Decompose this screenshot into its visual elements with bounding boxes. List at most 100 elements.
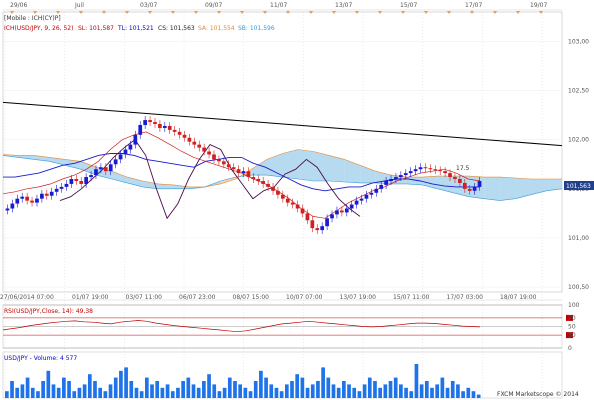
candle [413,165,418,176]
volume-bar [259,370,263,398]
candle-body [295,204,300,209]
candle [335,206,339,219]
rsi-level-tag [566,314,573,321]
candle [153,118,157,128]
cloud-segment [65,159,81,170]
candle-body [79,180,84,184]
cloud-segment [484,177,500,201]
cloud-segment [437,176,454,193]
candle [344,204,349,217]
candle-body [300,208,305,214]
volume-bar [196,387,201,398]
candle-body [280,194,285,199]
volume-bar [103,391,108,398]
event-marker [309,11,313,14]
candle [364,190,369,203]
volume-bar [279,391,284,398]
event-marker [194,11,198,14]
kijun-line [3,153,480,192]
candle-body [256,179,261,181]
candle-body [35,198,39,203]
legend-tl: TL: 101,521 [117,25,154,32]
candle [462,179,467,193]
volume-bar [243,387,248,398]
candle-body [315,228,320,231]
candle [133,130,138,149]
rsi-level-label: 70 [568,315,576,322]
event-marker [447,11,451,14]
volume-bar [10,381,14,398]
last-price-tag: 101,563 [564,181,594,190]
candle-body [192,141,197,145]
top-date-label: 29/06 [10,2,27,9]
candle [217,155,221,166]
candle-body [271,186,275,191]
candle [54,184,59,196]
candle-body [394,177,398,180]
price-tick: 101,00 [568,235,589,242]
candle-body [84,177,88,184]
candle [143,116,148,129]
volume-bar [227,377,232,398]
candle [310,216,315,233]
volume-bar [466,387,471,398]
candle-body [305,213,310,221]
candle-body [197,144,202,148]
candle [74,175,79,185]
candle-body [15,198,20,204]
event-marker [217,11,221,14]
candle [99,163,103,174]
volume-bar [414,364,419,398]
legend-sb: SB: 101,596 [238,25,275,32]
candle [162,122,167,132]
candle [472,182,477,195]
candle [246,167,251,181]
candle [418,163,423,174]
watermark: FXCM Marketscope © 2014 [497,391,579,398]
candle-body [408,171,413,174]
candle-body [231,167,236,170]
cloud-segment [360,165,376,183]
candle-body [133,134,138,145]
annotation-label: 17.5 [456,165,470,172]
volume-bar [62,377,66,398]
candle-body [290,202,295,205]
volume-bar [310,384,315,398]
event-marker [263,11,267,14]
legend-ich: ICH(USD/JPY, 9, 26, 52) [4,25,73,32]
time-label: 01/07 19:00 [72,294,109,301]
candle-body [113,159,118,165]
volume-bar [51,384,56,398]
candle-body [158,124,162,128]
cloud-segment [34,155,50,162]
candle [64,180,69,191]
time-label: 17/07 03:00 [447,294,484,301]
volume-bar [155,381,160,398]
candle [158,120,162,132]
candle [285,194,290,207]
volume-bar [165,384,170,398]
candle [330,210,334,223]
candle-body [428,168,433,170]
candle-body [44,193,49,196]
volume-bar [435,384,440,398]
legend-cs: CS: 101,563 [158,25,195,32]
legend-sa: SA: 101,554 [198,25,235,32]
volume-bar [290,381,294,398]
volume-bar [108,384,113,398]
volume-bar [67,381,71,398]
volume-bar [150,384,154,398]
candle-body [207,151,211,155]
volume-bar [264,377,268,398]
volume-bar [352,387,357,398]
volume-bar [461,391,465,398]
cloud-segment [282,149,299,180]
candle-body [5,208,10,211]
candle [177,127,182,139]
candle [453,173,457,183]
candle-body [251,177,256,180]
rsi-level-label: 0 [568,345,572,352]
candle-body [369,192,374,195]
candle [443,167,447,178]
candle [128,140,133,154]
